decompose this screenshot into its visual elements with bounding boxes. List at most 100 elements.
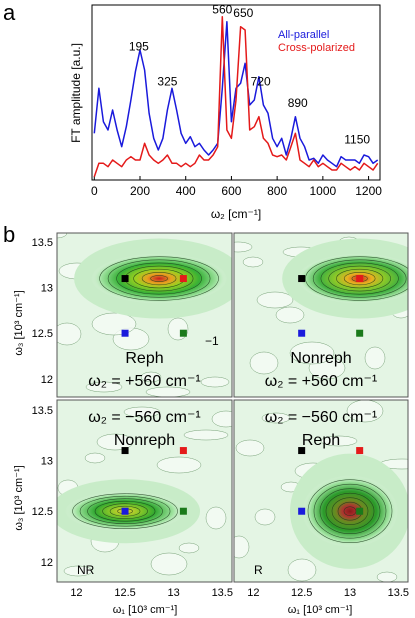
x-tick-label: 0 [91,184,98,198]
noise-contour [289,341,335,365]
noise-contour [84,452,106,464]
contour-line [320,262,399,295]
noise-contour [91,312,137,336]
marker-square [179,329,187,337]
map-top-right: Nonreph ω₂ = +560 cm⁻¹ [233,232,409,398]
map-title: Reph [125,350,163,367]
contour-line [107,259,211,298]
panel-a-letter: a [3,0,16,25]
peak-label: 560 [212,3,232,17]
x-tick-label: 1000 [310,184,337,198]
noise-contour [254,508,276,526]
legend-cross-polarized: Cross-polarized [278,42,355,54]
y-tick-label: 13 [41,283,53,295]
map-subtitle: ω₂ = +560 cm⁻¹ [88,373,201,390]
x-tick-label: 12.5 [114,587,135,599]
noise-contour [57,233,68,239]
marker-square [121,275,129,283]
map-title: Nonreph [114,432,175,449]
map-subtitle: ω₂ = −560 cm⁻¹ [88,409,201,426]
contour-line [319,488,381,535]
contour-line [102,503,148,520]
marker-square [179,275,187,283]
peak-spot [302,475,398,548]
x-tick-label: 13.5 [212,587,233,599]
contour-line [99,256,219,301]
noise-contour [211,410,232,428]
peak-label: 195 [129,39,149,53]
map-frame [56,399,233,583]
contour-line [87,498,163,525]
corner-label: R [254,563,263,577]
x-tick-label: 13 [168,587,180,599]
marker-square [298,507,306,515]
map-subtitle: ω₂ = +560 cm⁻¹ [265,373,378,390]
marker-square [179,447,187,455]
y-axis-label-top: ω₃ [10³ cm⁻¹] [13,290,25,355]
x-tick-label: 200 [130,184,150,198]
noise-contour [150,552,188,576]
map-title: Nonreph [290,350,351,367]
peak-spot [91,253,228,304]
marker-square [121,447,129,455]
map-frame [233,399,409,583]
y-axis-label: FT amplitude [a.u.] [69,43,83,143]
marker-square [179,507,187,515]
marker-square [121,507,129,515]
noise-contour [200,376,230,388]
marker-square [356,275,364,283]
contour-line [109,505,141,517]
noise-contour [57,322,82,346]
noise-contour [346,400,384,423]
y-tick-label: 12.5 [32,506,53,518]
x-tick-label: 12.5 [291,587,312,599]
peak-annotations: 195 325 560 650 720 890 1150 [129,3,371,147]
x-tick-label: 13.5 [388,587,409,599]
contour-line [116,262,202,295]
noise-contour [234,241,253,253]
x-axis-label: ω₂ [cm⁻¹] [211,207,261,221]
map-subtitle: ω₂ = −560 cm⁻¹ [265,409,378,426]
x-tick-label: 12 [247,587,259,599]
noise-contour [320,435,358,447]
noise-contour [140,371,162,383]
marker-square [356,447,364,455]
contour-line [328,265,391,292]
contour-line [343,506,357,517]
x-tick-label: 800 [267,184,287,198]
noise-contour [242,256,264,268]
x-tick-label: 12 [70,587,82,599]
noise-contour [96,433,134,451]
x-axis-ticks: 0 200 400 600 800 1000 1200 [91,176,382,198]
panel-b-maps: Reph ω₂ = +560 cm⁻¹ −1 12 12.5 13 13.5 Nonreph ω… [32,232,409,599]
y-tick-label: 13.5 [32,405,53,417]
x-axis-label-right: ω₁ [10³ cm⁻¹] [288,604,353,616]
peak-label: 325 [157,74,177,88]
contour-line [307,479,393,544]
contour-line [336,268,384,289]
legend-all-parallel: All-parallel [278,29,329,41]
marker-square [298,275,306,283]
noise-contour [275,306,305,324]
noise-contour [234,535,250,559]
marker-square [356,507,364,515]
y-tick-label: 12.5 [32,328,53,340]
noise-contour [156,456,202,474]
contour-line [79,495,171,527]
contour-line [331,497,369,526]
noise-contour [287,558,317,582]
map-bottom-right: Reph ω₂ = −560 cm⁻¹ R 12 12.5 13 13.5 [233,399,409,599]
y-tick-label: 13 [41,456,53,468]
panel-a-chart: 0 200 400 600 800 1000 1200 195 325 560 650 720 890… [69,3,382,221]
contour-line [325,492,375,530]
contour-line [141,272,177,286]
noise-contour [178,542,200,554]
peak-label: 650 [233,6,253,20]
contour-line [313,483,387,539]
noise-contour [205,506,227,530]
peak-label: 720 [251,74,271,88]
contour-line [312,259,407,298]
x-axis-label-left: ω₁ [10³ cm⁻¹] [113,604,178,616]
contour-line [150,275,168,282]
y-tick-label: 12 [41,374,53,386]
